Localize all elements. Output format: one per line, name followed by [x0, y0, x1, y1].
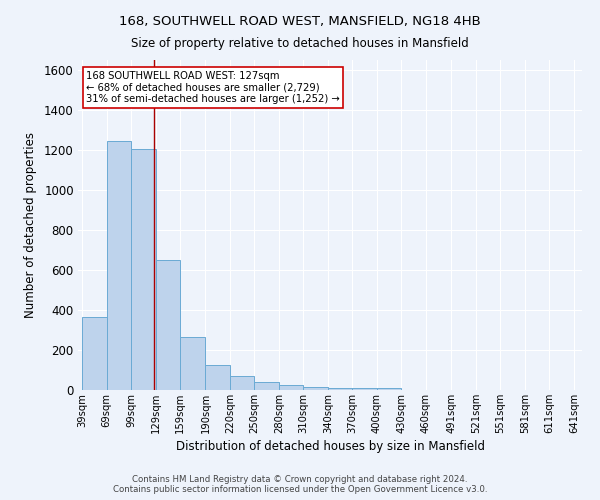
Bar: [254, 382, 279, 390]
Bar: [155, 260, 180, 390]
Bar: [180, 337, 205, 390]
Bar: [377, 388, 401, 390]
Y-axis label: Number of detached properties: Number of detached properties: [24, 132, 37, 318]
Bar: [352, 388, 377, 390]
Bar: [304, 387, 328, 390]
X-axis label: Distribution of detached houses by size in Mansfield: Distribution of detached houses by size …: [176, 440, 485, 453]
Text: 168 SOUTHWELL ROAD WEST: 127sqm
← 68% of detached houses are smaller (2,729)
31%: 168 SOUTHWELL ROAD WEST: 127sqm ← 68% of…: [86, 71, 340, 104]
Bar: [328, 388, 352, 390]
Bar: [230, 376, 254, 390]
Bar: [279, 385, 304, 390]
Bar: [205, 365, 230, 390]
Text: 168, SOUTHWELL ROAD WEST, MANSFIELD, NG18 4HB: 168, SOUTHWELL ROAD WEST, MANSFIELD, NG1…: [119, 15, 481, 28]
Bar: [107, 141, 131, 390]
Text: Size of property relative to detached houses in Mansfield: Size of property relative to detached ho…: [131, 38, 469, 51]
Text: Contains HM Land Registry data © Crown copyright and database right 2024.: Contains HM Land Registry data © Crown c…: [132, 475, 468, 484]
Bar: [82, 317, 107, 390]
Text: Contains public sector information licensed under the Open Government Licence v3: Contains public sector information licen…: [113, 485, 487, 494]
Bar: [131, 149, 155, 390]
